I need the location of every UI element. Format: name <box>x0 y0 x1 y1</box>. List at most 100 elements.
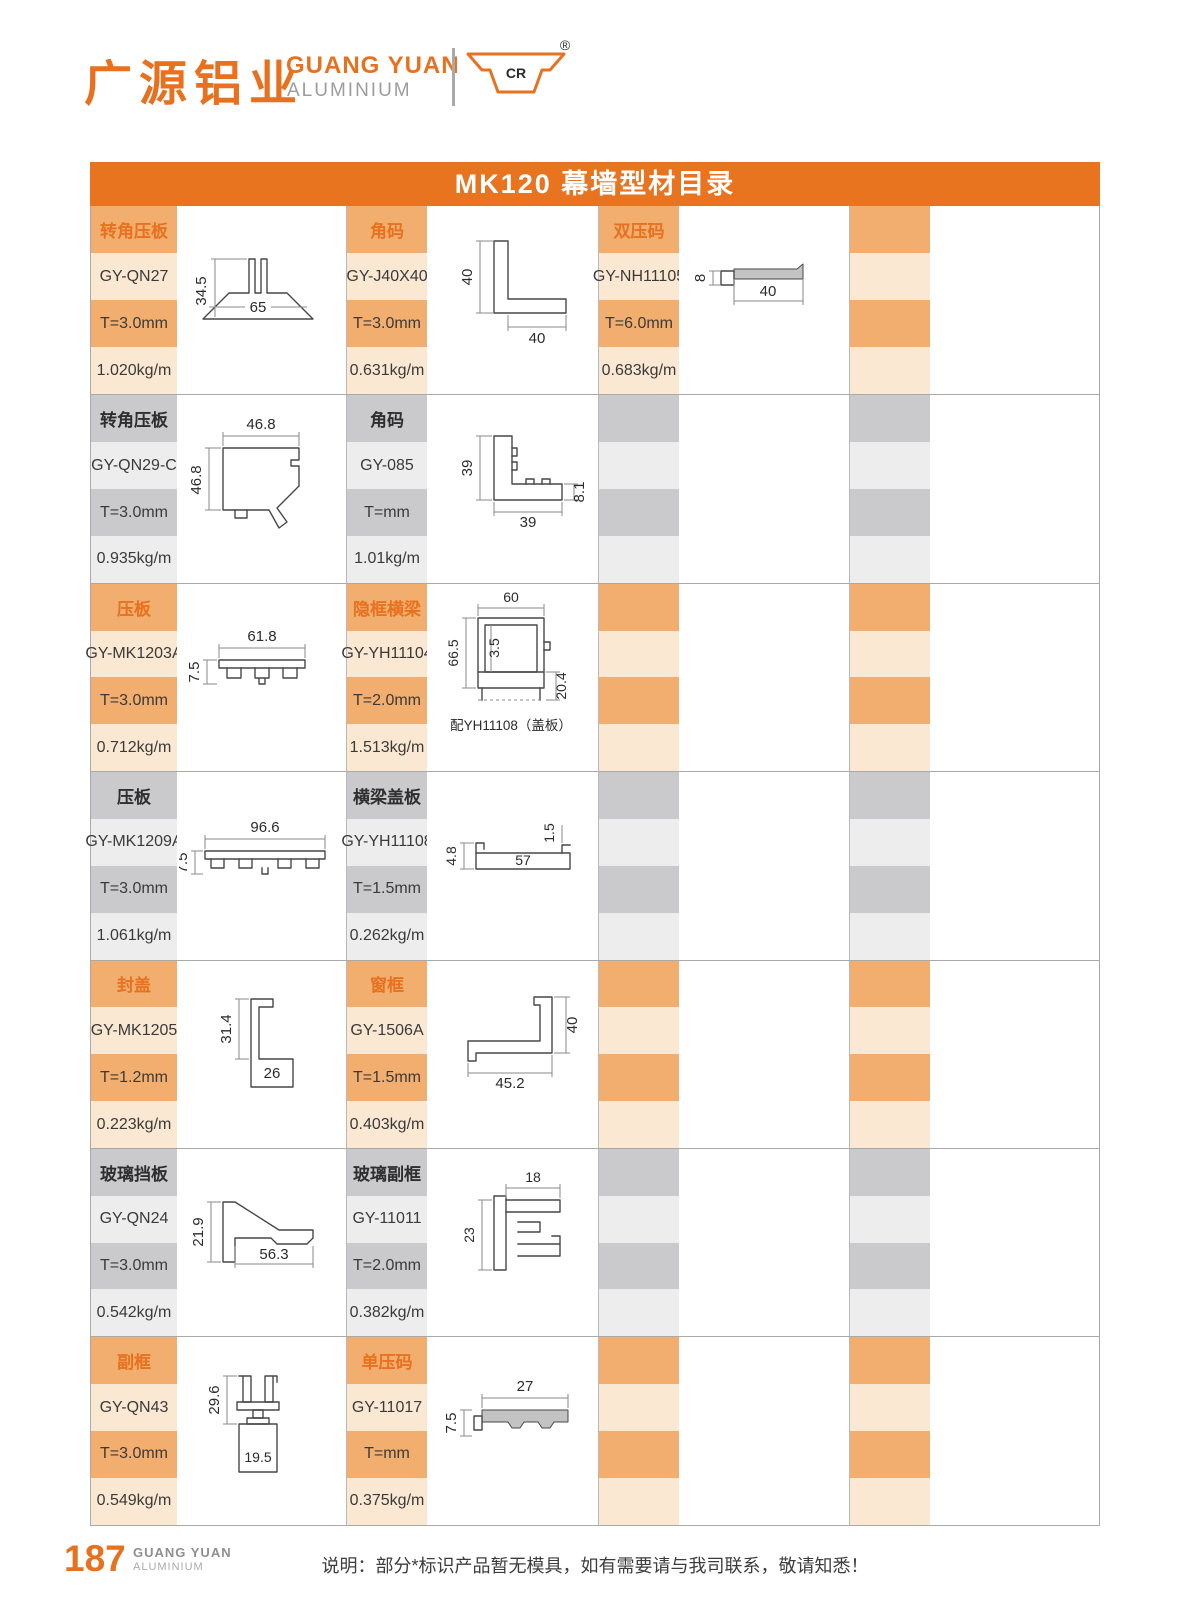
product-labels: 转角压板 GY-QN27 T=3.0mm 1.020kg/m <box>91 206 177 395</box>
dim-top: 18 <box>525 1169 541 1185</box>
weight-label: 0.262kg/m <box>347 912 427 960</box>
product-code: GY-QN43 <box>91 1384 177 1432</box>
product-labels: 封盖 GY-MK1205 T=1.2mm 0.223kg/m <box>91 960 177 1148</box>
dim-left: 7.5 <box>179 852 191 873</box>
category-label: 窗框 <box>347 960 427 1008</box>
product-labels: 玻璃副框 GY-11011 T=2.0mm 0.382kg/m <box>347 1148 427 1337</box>
page-number: 187 <box>64 1538 126 1579</box>
weight-label: 1.061kg/m <box>91 912 177 960</box>
product-labels: 窗框 GY-1506A T=1.5mm 0.403kg/m <box>347 960 427 1148</box>
dim-bottom: 57 <box>515 852 531 868</box>
empty-block <box>598 960 849 1148</box>
product-code: GY-QN29-C <box>91 442 177 490</box>
dim-bottom: 39 <box>519 514 536 531</box>
product-code: GY-1506A <box>347 1007 427 1055</box>
footer-brand-sub: ALUMINIUM <box>133 1561 204 1573</box>
product-code: GY-MK1205 <box>91 1007 177 1055</box>
product-block: 玻璃副框 GY-11011 T=2.0mm 0.382kg/m 18 23 <box>346 1148 598 1337</box>
profile-drawing-gy-11011: 18 23 <box>427 1148 598 1337</box>
category-label: 角码 <box>347 206 427 254</box>
product-block: 隐框横梁 GY-YH11104 T=2.0mm 1.513kg/m 60 <box>341 583 598 772</box>
profile-drawing-gy-1506a: 40 45.2 <box>427 960 598 1148</box>
product-code: GY-085 <box>347 442 427 490</box>
weight-label: 1.513kg/m <box>347 724 427 772</box>
product-code: GY-QN24 <box>91 1195 177 1243</box>
dim-top: 61.8 <box>247 628 276 645</box>
thickness-label: T=3.0mm <box>91 489 177 536</box>
product-labels: 角码 GY-085 T=mm 1.01kg/m <box>347 395 427 583</box>
dim-right: 1.5 <box>541 823 557 843</box>
category-label: 转角压板 <box>91 206 177 254</box>
category-label: 转角压板 <box>91 395 177 443</box>
thickness-label: T=6.0mm <box>599 300 679 348</box>
thickness-label: T=2.0mm <box>347 677 427 725</box>
thickness-label: T=mm <box>347 489 427 536</box>
product-labels: 单压码 GY-11017 T=mm 0.375kg/m <box>347 1337 427 1525</box>
logo-text-sub: ALUMINIUM <box>287 80 412 101</box>
thickness-label: T=1.5mm <box>347 1054 427 1102</box>
empty-block <box>849 395 1099 583</box>
thickness-label: T=3.0mm <box>347 300 427 348</box>
weight-label: 0.549kg/m <box>91 1477 177 1525</box>
profile-drawing-gy-yh11104: 60 66.5 3.5 20.4 配YH11108（盖板） <box>427 583 598 772</box>
product-labels: 转角压板 GY-QN29-C T=3.0mm 0.935kg/m <box>91 395 177 583</box>
empty-labels <box>850 206 930 395</box>
thickness-label: T=3.0mm <box>91 1242 177 1290</box>
thickness-label: T=mm <box>347 1431 427 1478</box>
thickness-label: T=1.5mm <box>347 865 427 913</box>
weight-label: 0.631kg/m <box>347 347 427 395</box>
category-label: 角码 <box>347 395 427 443</box>
category-label: 玻璃副框 <box>347 1148 427 1196</box>
empty-block <box>849 960 1099 1148</box>
dim-top: 96.6 <box>250 819 279 836</box>
product-code: GY-YH11108 <box>341 819 433 866</box>
category-label: 副框 <box>91 1337 177 1385</box>
weight-label: 0.935kg/m <box>91 535 177 583</box>
empty-block <box>849 206 1099 395</box>
product-code: GY-MK1203A <box>85 630 183 678</box>
table-row: 转角压板 GY-QN27 T=3.0mm 1.020kg/m 34.5 65 <box>91 206 1099 395</box>
product-block: 转角压板 GY-QN27 T=3.0mm 1.020kg/m 34.5 65 <box>91 206 346 395</box>
dim-bottom: 26 <box>263 1065 280 1082</box>
dim-left: 46.8 <box>188 465 205 494</box>
thickness-label: T=3.0mm <box>91 1431 177 1478</box>
footer-brand: GUANG YUAN <box>133 1545 232 1560</box>
product-block: 窗框 GY-1506A T=1.5mm 0.403kg/m 40 45.2 <box>346 960 598 1148</box>
profile-drawing-gy-085: 39 39 8.1 <box>427 395 598 583</box>
product-block: 单压码 GY-11017 T=mm 0.375kg/m 27 7.5 <box>346 1337 598 1525</box>
thickness-label: T=2.0mm <box>347 1242 427 1290</box>
product-block: 压板 GY-MK1203A T=3.0mm 0.712kg/m 61.8 7. <box>85 583 346 772</box>
product-code: GY-11017 <box>347 1384 427 1432</box>
dim-left: 39 <box>459 460 476 477</box>
category-label: 压板 <box>91 772 177 820</box>
thickness-label: T=3.0mm <box>91 865 177 913</box>
profile-drawing-gy-nh11105: 8 40 <box>679 206 849 395</box>
category-label: 玻璃挡板 <box>91 1148 177 1196</box>
empty-block <box>849 1148 1099 1337</box>
table-row: 封盖 GY-MK1205 T=1.2mm 0.223kg/m 31.4 26 <box>91 959 1099 1148</box>
product-block: 双压码 GY-NH11105 T=6.0mm 0.683kg/m 8 40 <box>593 206 849 395</box>
dim-bottom: 19.5 <box>244 1449 271 1465</box>
table-row: 玻璃挡板 GY-QN24 T=3.0mm 0.542kg/m 21.9 56.3 <box>91 1147 1099 1337</box>
profile-drawing-gy-mk1205: 31.4 26 <box>177 960 346 1148</box>
table-row: 转角压板 GY-QN29-C T=3.0mm 0.935kg/m 46.8 4 <box>91 394 1099 583</box>
profile-catalog-table: 转角压板 GY-QN27 T=3.0mm 1.020kg/m 34.5 65 <box>85 206 1100 1526</box>
dim-right: 8.1 <box>571 482 588 503</box>
product-code: GY-YH11104 <box>341 630 433 678</box>
dim-left: 8 <box>692 274 709 282</box>
product-labels: 双压码 GY-NH11105 T=6.0mm 0.683kg/m <box>593 206 685 395</box>
product-block: 转角压板 GY-QN29-C T=3.0mm 0.935kg/m 46.8 4 <box>91 395 346 583</box>
weight-label: 0.375kg/m <box>347 1477 427 1525</box>
profile-drawing-gy-j40x40: 40 40 <box>427 206 598 395</box>
product-labels: 角码 GY-J40X40 T=3.0mm 0.631kg/m <box>346 206 428 395</box>
empty-block <box>849 772 1099 960</box>
dim-left: 23 <box>461 1227 477 1243</box>
dim-left: 4.8 <box>443 846 459 866</box>
profile-drawing-gy-yh11108: 57 4.8 1.5 <box>427 772 598 960</box>
empty-block <box>598 1148 849 1337</box>
cr-logo-icon: CR ® <box>466 40 571 94</box>
dim-left: 31.4 <box>218 1015 235 1044</box>
footer-note: 说明：部分*标识产品暂无模具，如有需要请与我司联系，敬请知悉！ <box>321 1556 869 1576</box>
thickness-label: T=3.0mm <box>91 300 177 348</box>
